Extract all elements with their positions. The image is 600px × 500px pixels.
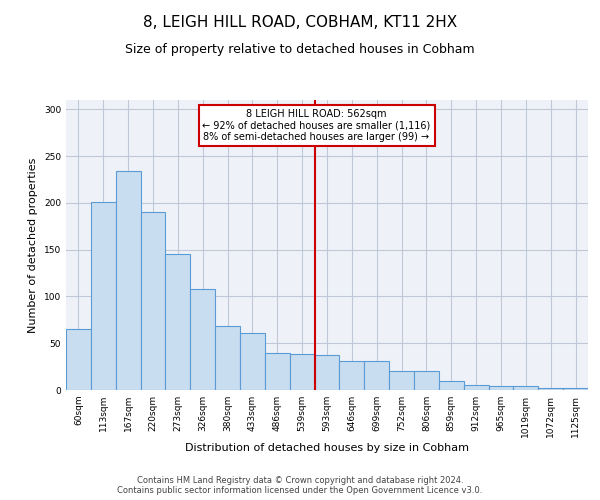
Bar [389,372,414,390]
Bar [140,212,166,390]
Bar [91,202,116,390]
Bar [290,354,314,390]
Text: Contains HM Land Registry data © Crown copyright and database right 2024.
Contai: Contains HM Land Registry data © Crown c… [118,476,482,495]
Bar [265,352,290,390]
Bar [364,361,389,390]
Bar [563,388,588,390]
Bar [514,386,538,390]
Bar [414,372,439,390]
Bar [488,386,514,390]
Y-axis label: Number of detached properties: Number of detached properties [28,158,38,332]
Bar [190,289,215,390]
Bar [116,171,140,390]
Bar [166,254,190,390]
Bar [538,388,563,390]
X-axis label: Distribution of detached houses by size in Cobham: Distribution of detached houses by size … [185,442,469,452]
Text: Size of property relative to detached houses in Cobham: Size of property relative to detached ho… [125,42,475,56]
Bar [464,386,488,390]
Bar [340,361,364,390]
Text: 8, LEIGH HILL ROAD, COBHAM, KT11 2HX: 8, LEIGH HILL ROAD, COBHAM, KT11 2HX [143,15,457,30]
Bar [240,333,265,390]
Bar [439,380,464,390]
Bar [314,356,340,390]
Text: 8 LEIGH HILL ROAD: 562sqm
← 92% of detached houses are smaller (1,116)
8% of sem: 8 LEIGH HILL ROAD: 562sqm ← 92% of detac… [202,108,431,142]
Bar [215,326,240,390]
Bar [66,329,91,390]
